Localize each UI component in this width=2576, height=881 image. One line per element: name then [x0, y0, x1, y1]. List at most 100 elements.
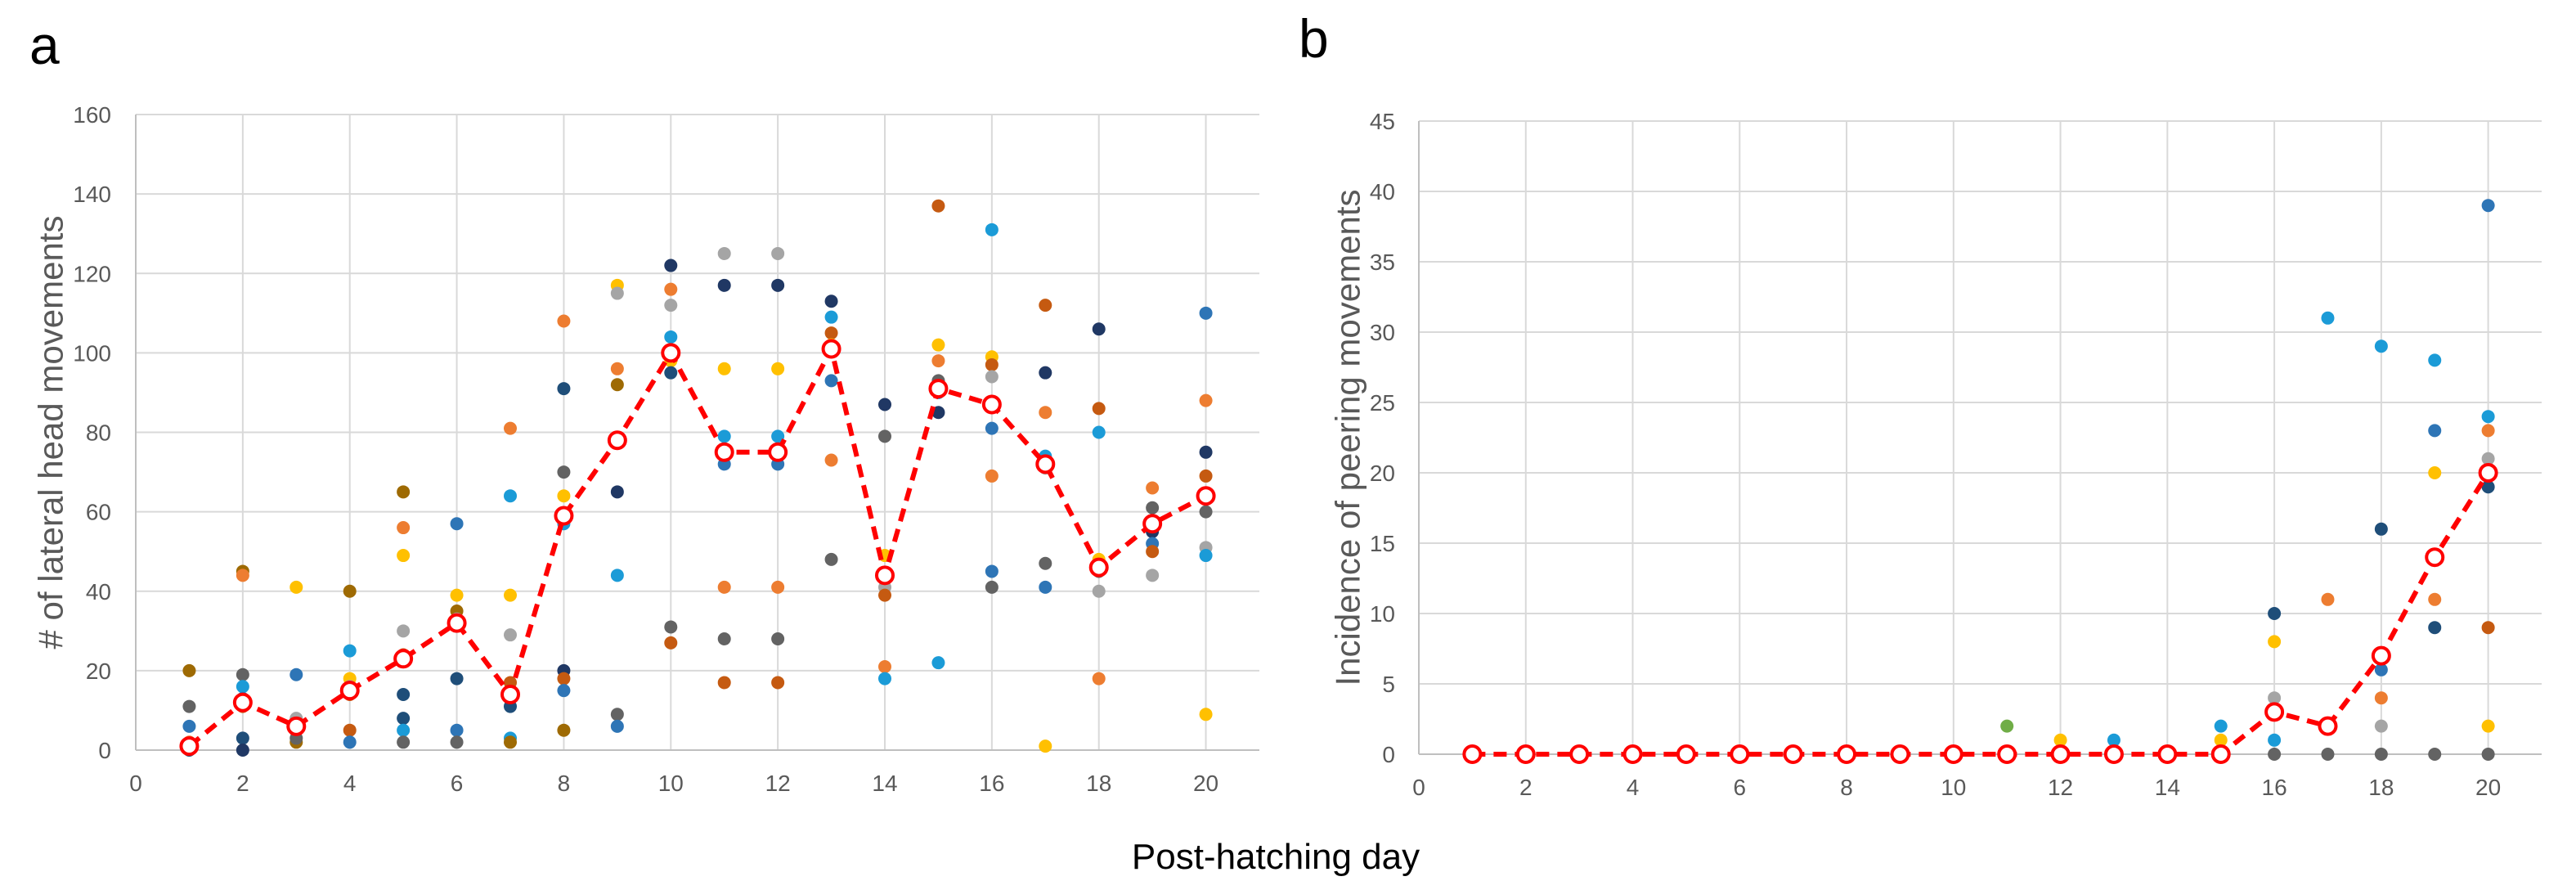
- data-point: [2428, 592, 2442, 606]
- y-tick-label: 20: [86, 659, 111, 684]
- data-point: [664, 636, 678, 650]
- y-tick-label: 140: [73, 182, 111, 207]
- data-point: [878, 398, 891, 411]
- data-point: [931, 199, 945, 213]
- y-tick-label: 100: [73, 340, 111, 366]
- data-point: [1039, 739, 1052, 753]
- data-point: [2481, 410, 2495, 424]
- data-point: [664, 282, 678, 296]
- data-point: [236, 744, 249, 757]
- mean-point: [1837, 744, 1857, 764]
- data-point: [1092, 402, 1106, 416]
- data-point: [557, 672, 571, 685]
- x-tick-label: 14: [2155, 775, 2180, 800]
- data-point: [1039, 580, 1052, 594]
- data-point: [2481, 621, 2495, 635]
- panel-a-chart: 0 20 40 60 80 100 120 140 160 0 2 4 6 8 10 12 14 16 18 20 # …: [31, 102, 1259, 796]
- y-tick-label: 15: [1370, 531, 1395, 556]
- data-point: [2321, 748, 2335, 761]
- data-point: [1199, 469, 1213, 483]
- y-tick-label: 30: [1370, 320, 1395, 345]
- data-point: [771, 632, 785, 646]
- data-point: [343, 584, 357, 598]
- data-point: [2374, 719, 2388, 733]
- mean-point: [1783, 744, 1803, 764]
- mean-point: [2318, 716, 2338, 736]
- mean-point: [1196, 486, 1216, 506]
- data-point: [2428, 621, 2442, 635]
- data-point: [1092, 672, 1106, 685]
- data-point: [2428, 424, 2442, 438]
- data-point: [771, 362, 785, 375]
- data-point: [504, 588, 517, 602]
- data-point: [878, 672, 891, 685]
- data-point: [557, 723, 571, 737]
- x-tick-label: 12: [2048, 775, 2073, 800]
- data-point: [985, 469, 999, 483]
- y-tick-label: 10: [1370, 601, 1395, 627]
- data-point: [236, 667, 249, 681]
- data-point: [1092, 322, 1106, 336]
- mean-point: [981, 394, 1002, 415]
- data-point: [824, 453, 838, 467]
- data-point: [824, 374, 838, 388]
- mean-point: [2050, 744, 2071, 764]
- data-point: [1039, 406, 1052, 420]
- x-tick-label: 18: [2368, 775, 2394, 800]
- data-point: [985, 564, 999, 578]
- data-point: [504, 489, 517, 503]
- data-point: [450, 517, 464, 531]
- data-point: [2268, 635, 2282, 649]
- mean-point: [1622, 744, 1643, 764]
- x-tick-label: 8: [1840, 775, 1853, 800]
- data-point: [931, 338, 945, 352]
- data-point: [985, 370, 999, 384]
- data-point: [504, 735, 517, 749]
- mean-point: [447, 613, 467, 633]
- data-point: [717, 278, 731, 292]
- data-point: [2268, 748, 2282, 761]
- data-point: [2374, 522, 2388, 536]
- data-point: [878, 588, 891, 602]
- mean-point: [1730, 744, 1750, 764]
- y-tick-label: 45: [1370, 109, 1395, 134]
- y-tick-label: 0: [98, 738, 111, 763]
- data-point: [397, 712, 411, 726]
- y-tick-label: 25: [1370, 390, 1395, 416]
- y-tick-label: 40: [86, 579, 111, 605]
- data-point: [878, 429, 891, 443]
- data-point: [610, 362, 624, 375]
- data-point: [236, 731, 249, 745]
- mean-point: [232, 692, 253, 712]
- data-point: [824, 310, 838, 324]
- x-tick-label: 6: [1733, 775, 1746, 800]
- data-point: [824, 552, 838, 566]
- data-point: [985, 421, 999, 435]
- data-point: [610, 719, 624, 733]
- data-point: [610, 485, 624, 499]
- data-point: [2321, 311, 2335, 325]
- data-point: [557, 684, 571, 698]
- y-tick-label: 5: [1382, 672, 1395, 697]
- mean-point: [768, 442, 788, 462]
- data-point: [1199, 306, 1213, 320]
- panel-a-label: a: [29, 15, 60, 75]
- mean-point: [1515, 744, 1536, 764]
- data-point: [2268, 607, 2282, 620]
- data-point: [664, 620, 678, 634]
- x-tick-label: 4: [1627, 775, 1640, 800]
- data-point: [2053, 733, 2067, 747]
- x-tick-label: 0: [1412, 775, 1425, 800]
- data-point: [1199, 549, 1213, 563]
- data-point: [557, 314, 571, 328]
- data-point: [931, 406, 945, 420]
- data-point: [610, 378, 624, 392]
- data-point: [397, 549, 411, 563]
- data-point: [504, 421, 517, 435]
- data-point: [1039, 556, 1052, 570]
- data-point: [397, 688, 411, 702]
- data-point: [717, 580, 731, 594]
- mean-point: [554, 506, 574, 526]
- data-point: [182, 663, 196, 677]
